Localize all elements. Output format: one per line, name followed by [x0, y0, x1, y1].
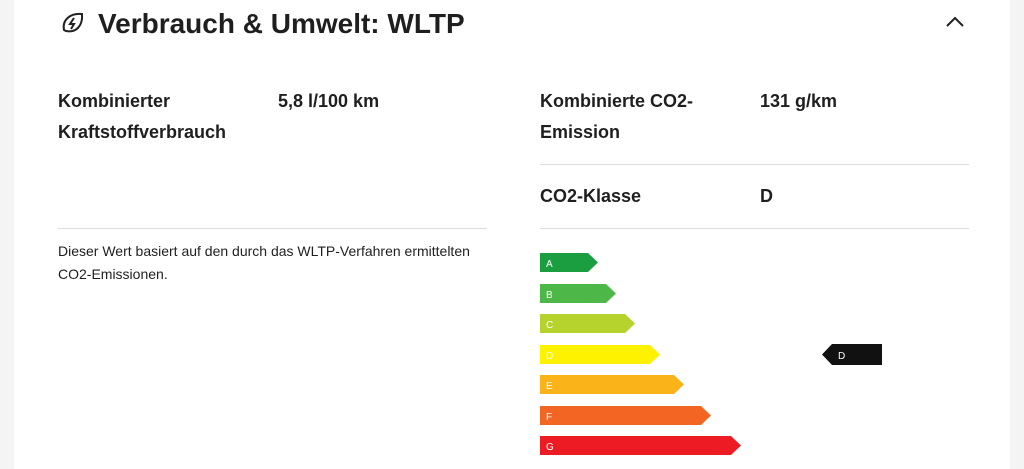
collapse-toggle[interactable]	[944, 14, 966, 30]
class-bar: F	[540, 406, 711, 425]
current-class-marker: D	[822, 344, 882, 365]
row-value: 131 g/km	[760, 91, 838, 111]
divider	[58, 228, 487, 229]
class-letter: F	[546, 412, 552, 423]
note: Dieser Wert basiert auf den durch das WL…	[58, 243, 470, 282]
class-bar: E	[540, 375, 684, 394]
row-label: Kombinierte CO2-Emission	[540, 91, 694, 142]
class-bar: G	[540, 436, 741, 455]
divider	[540, 164, 969, 165]
class-letter: G	[546, 442, 554, 453]
current-class-letter: D	[838, 351, 845, 362]
row-label: CO2-Klasse	[540, 186, 642, 206]
card	[14, 0, 1010, 469]
class-letter: B	[546, 290, 553, 301]
row-value: 5,8 l/100 km	[278, 91, 380, 111]
class-letter: E	[546, 381, 553, 392]
class-bar: B	[540, 284, 616, 303]
class-letter: D	[546, 351, 553, 362]
eco-icon	[62, 12, 84, 33]
class-bar: A	[540, 253, 598, 272]
row-value: D	[760, 186, 773, 206]
divider	[540, 228, 969, 229]
class-letter: A	[546, 259, 553, 270]
row-label: Kombinierter Kraftstoffverbrauch	[58, 91, 227, 142]
energy-label: A B C D E F G D	[540, 253, 882, 455]
class-bar: C	[540, 314, 635, 333]
section-title: Verbrauch & Umwelt: WLTP	[98, 8, 465, 39]
class-letter: C	[546, 320, 553, 331]
class-bar: D	[540, 345, 660, 364]
